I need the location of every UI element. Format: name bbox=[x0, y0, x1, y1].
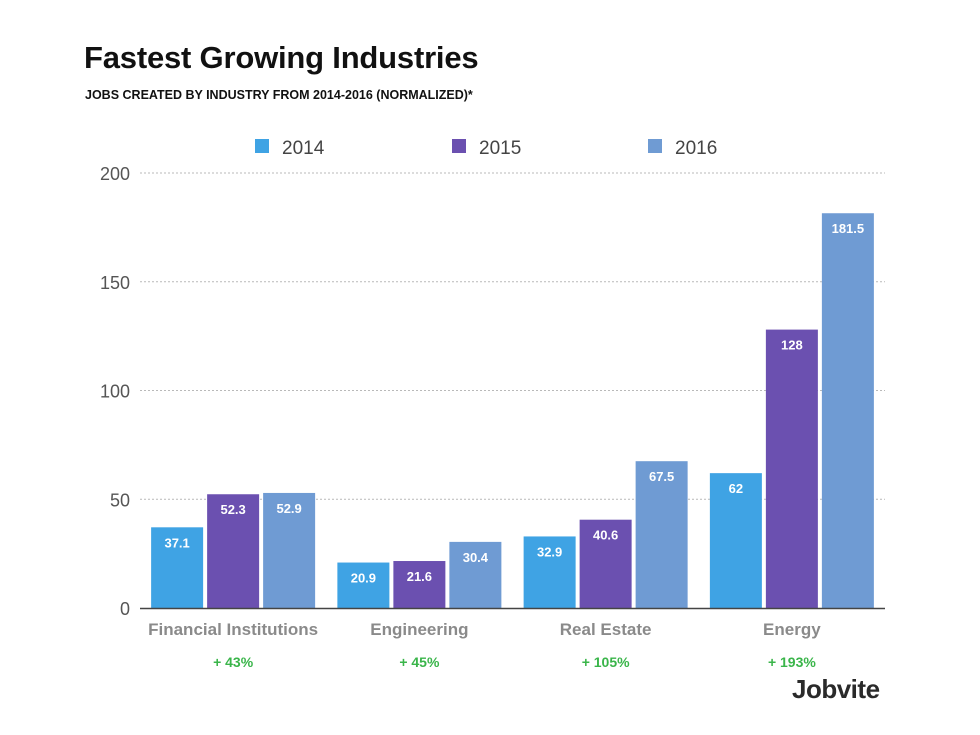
y-tick-label: 0 bbox=[120, 599, 130, 619]
bars bbox=[151, 213, 874, 609]
bar-2014 bbox=[523, 536, 576, 608]
legend-swatch-2016 bbox=[648, 139, 662, 153]
data-labels: 37.1 52.3 52.9 20.9 21.6 30.4 32.9 40.6 67.5 62 12… bbox=[164, 221, 864, 585]
legend-swatch-2015 bbox=[452, 139, 466, 153]
y-axis-ticks: 0 50 100 150 200 bbox=[100, 164, 130, 619]
bar-2016 bbox=[821, 213, 874, 609]
bar-2014 bbox=[151, 527, 204, 608]
legend: 2014 2015 2016 bbox=[255, 138, 717, 159]
jobvite-logo: Jobvite bbox=[792, 674, 880, 704]
bar-value-label: 30.4 bbox=[463, 550, 489, 565]
bar-value-label: 52.3 bbox=[220, 502, 245, 517]
bar-value-label: 37.1 bbox=[164, 535, 189, 550]
chart-subtitle: JOBS CREATED BY INDUSTRY FROM 2014-2016 … bbox=[85, 88, 473, 102]
growth-label: + 43% bbox=[213, 654, 254, 670]
bar-value-label: 181.5 bbox=[832, 221, 865, 236]
bar-2014 bbox=[337, 562, 390, 608]
y-tick-label: 200 bbox=[100, 164, 130, 184]
bar-2015 bbox=[765, 329, 818, 608]
bar-value-label: 20.9 bbox=[351, 571, 376, 586]
growth-labels: + 43% + 45% + 105% + 193% bbox=[213, 654, 816, 670]
bar-2014 bbox=[709, 473, 762, 608]
chart-title: Fastest Growing Industries bbox=[84, 40, 479, 75]
legend-label: 2015 bbox=[479, 138, 521, 159]
x-tick-label: Engineering bbox=[370, 620, 468, 639]
y-tick-label: 150 bbox=[100, 273, 130, 293]
bar-2015 bbox=[393, 561, 446, 608]
growth-label: + 45% bbox=[399, 654, 440, 670]
x-tick-label: Real Estate bbox=[560, 620, 652, 639]
y-tick-label: 50 bbox=[110, 490, 130, 510]
bar-value-label: 67.5 bbox=[649, 469, 674, 484]
bar-value-label: 21.6 bbox=[407, 569, 432, 584]
x-tick-label: Financial Institutions bbox=[148, 620, 318, 639]
x-tick-label: Energy bbox=[763, 620, 821, 639]
growth-label: + 105% bbox=[582, 654, 630, 670]
bar-2015 bbox=[207, 494, 260, 608]
bar-2016 bbox=[449, 541, 502, 608]
x-axis-ticks: Financial Institutions Engineering Real Es… bbox=[148, 620, 821, 639]
legend-swatch-2014 bbox=[255, 139, 269, 153]
bar-value-label: 32.9 bbox=[537, 544, 562, 559]
bar-value-label: 62 bbox=[729, 481, 743, 496]
bar-2016 bbox=[635, 461, 688, 608]
growth-label: + 193% bbox=[768, 654, 816, 670]
legend-label: 2014 bbox=[282, 138, 325, 159]
bar-2015 bbox=[579, 519, 632, 608]
bar-value-label: 40.6 bbox=[593, 528, 618, 543]
y-tick-label: 100 bbox=[100, 382, 130, 402]
bar-2016 bbox=[263, 492, 316, 608]
bar-value-label: 52.9 bbox=[276, 501, 301, 516]
legend-label: 2016 bbox=[675, 138, 717, 159]
bar-value-label: 128 bbox=[781, 338, 803, 353]
